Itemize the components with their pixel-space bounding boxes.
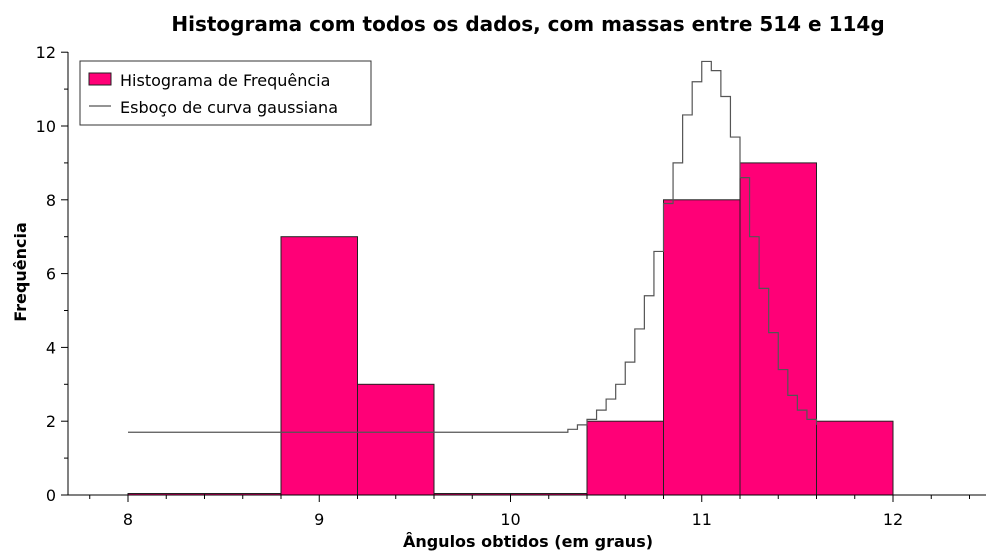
histogram-bar	[663, 199, 741, 496]
x-tick-label: 9	[314, 510, 324, 529]
histogram-bar	[357, 383, 435, 496]
y-tick-label: 12	[36, 43, 56, 62]
x-tick-label: 8	[123, 510, 133, 529]
x-tick-label: 12	[883, 510, 903, 529]
x-tick-label: 11	[692, 510, 712, 529]
histogram-bar	[586, 420, 664, 496]
y-tick-label: 4	[46, 338, 56, 357]
chart-title: Histograma com todos os dados, com massa…	[171, 12, 884, 36]
y-tick-label: 0	[46, 486, 56, 505]
y-ticks: 0 2 4 6 8 10 12	[36, 43, 68, 505]
legend-label-curve: Esboço de curva gaussiana	[120, 98, 338, 117]
y-tick-label: 8	[46, 191, 56, 210]
bars-layer	[127, 162, 894, 496]
legend-bar-swatch	[88, 72, 112, 86]
y-tick-label: 2	[46, 412, 56, 431]
legend-box	[79, 60, 372, 126]
y-axis-label: Frequência	[11, 222, 30, 322]
x-axis-label: Ângulos obtidos (em graus)	[403, 532, 653, 551]
x-tick-label: 10	[500, 510, 520, 529]
y-tick-label: 10	[36, 117, 56, 136]
histogram-bar	[816, 420, 894, 496]
x-ticks: 8 9 10 11 12	[89, 495, 970, 529]
legend: Histograma de Frequência Esboço de curva…	[79, 60, 372, 126]
histogram-bar	[739, 162, 817, 496]
histogram-bar	[280, 236, 358, 496]
gaussian-curve-line	[128, 60, 818, 433]
curve-layer	[128, 60, 818, 433]
legend-label-histogram: Histograma de Frequência	[120, 71, 330, 90]
y-tick-label: 6	[46, 265, 56, 284]
